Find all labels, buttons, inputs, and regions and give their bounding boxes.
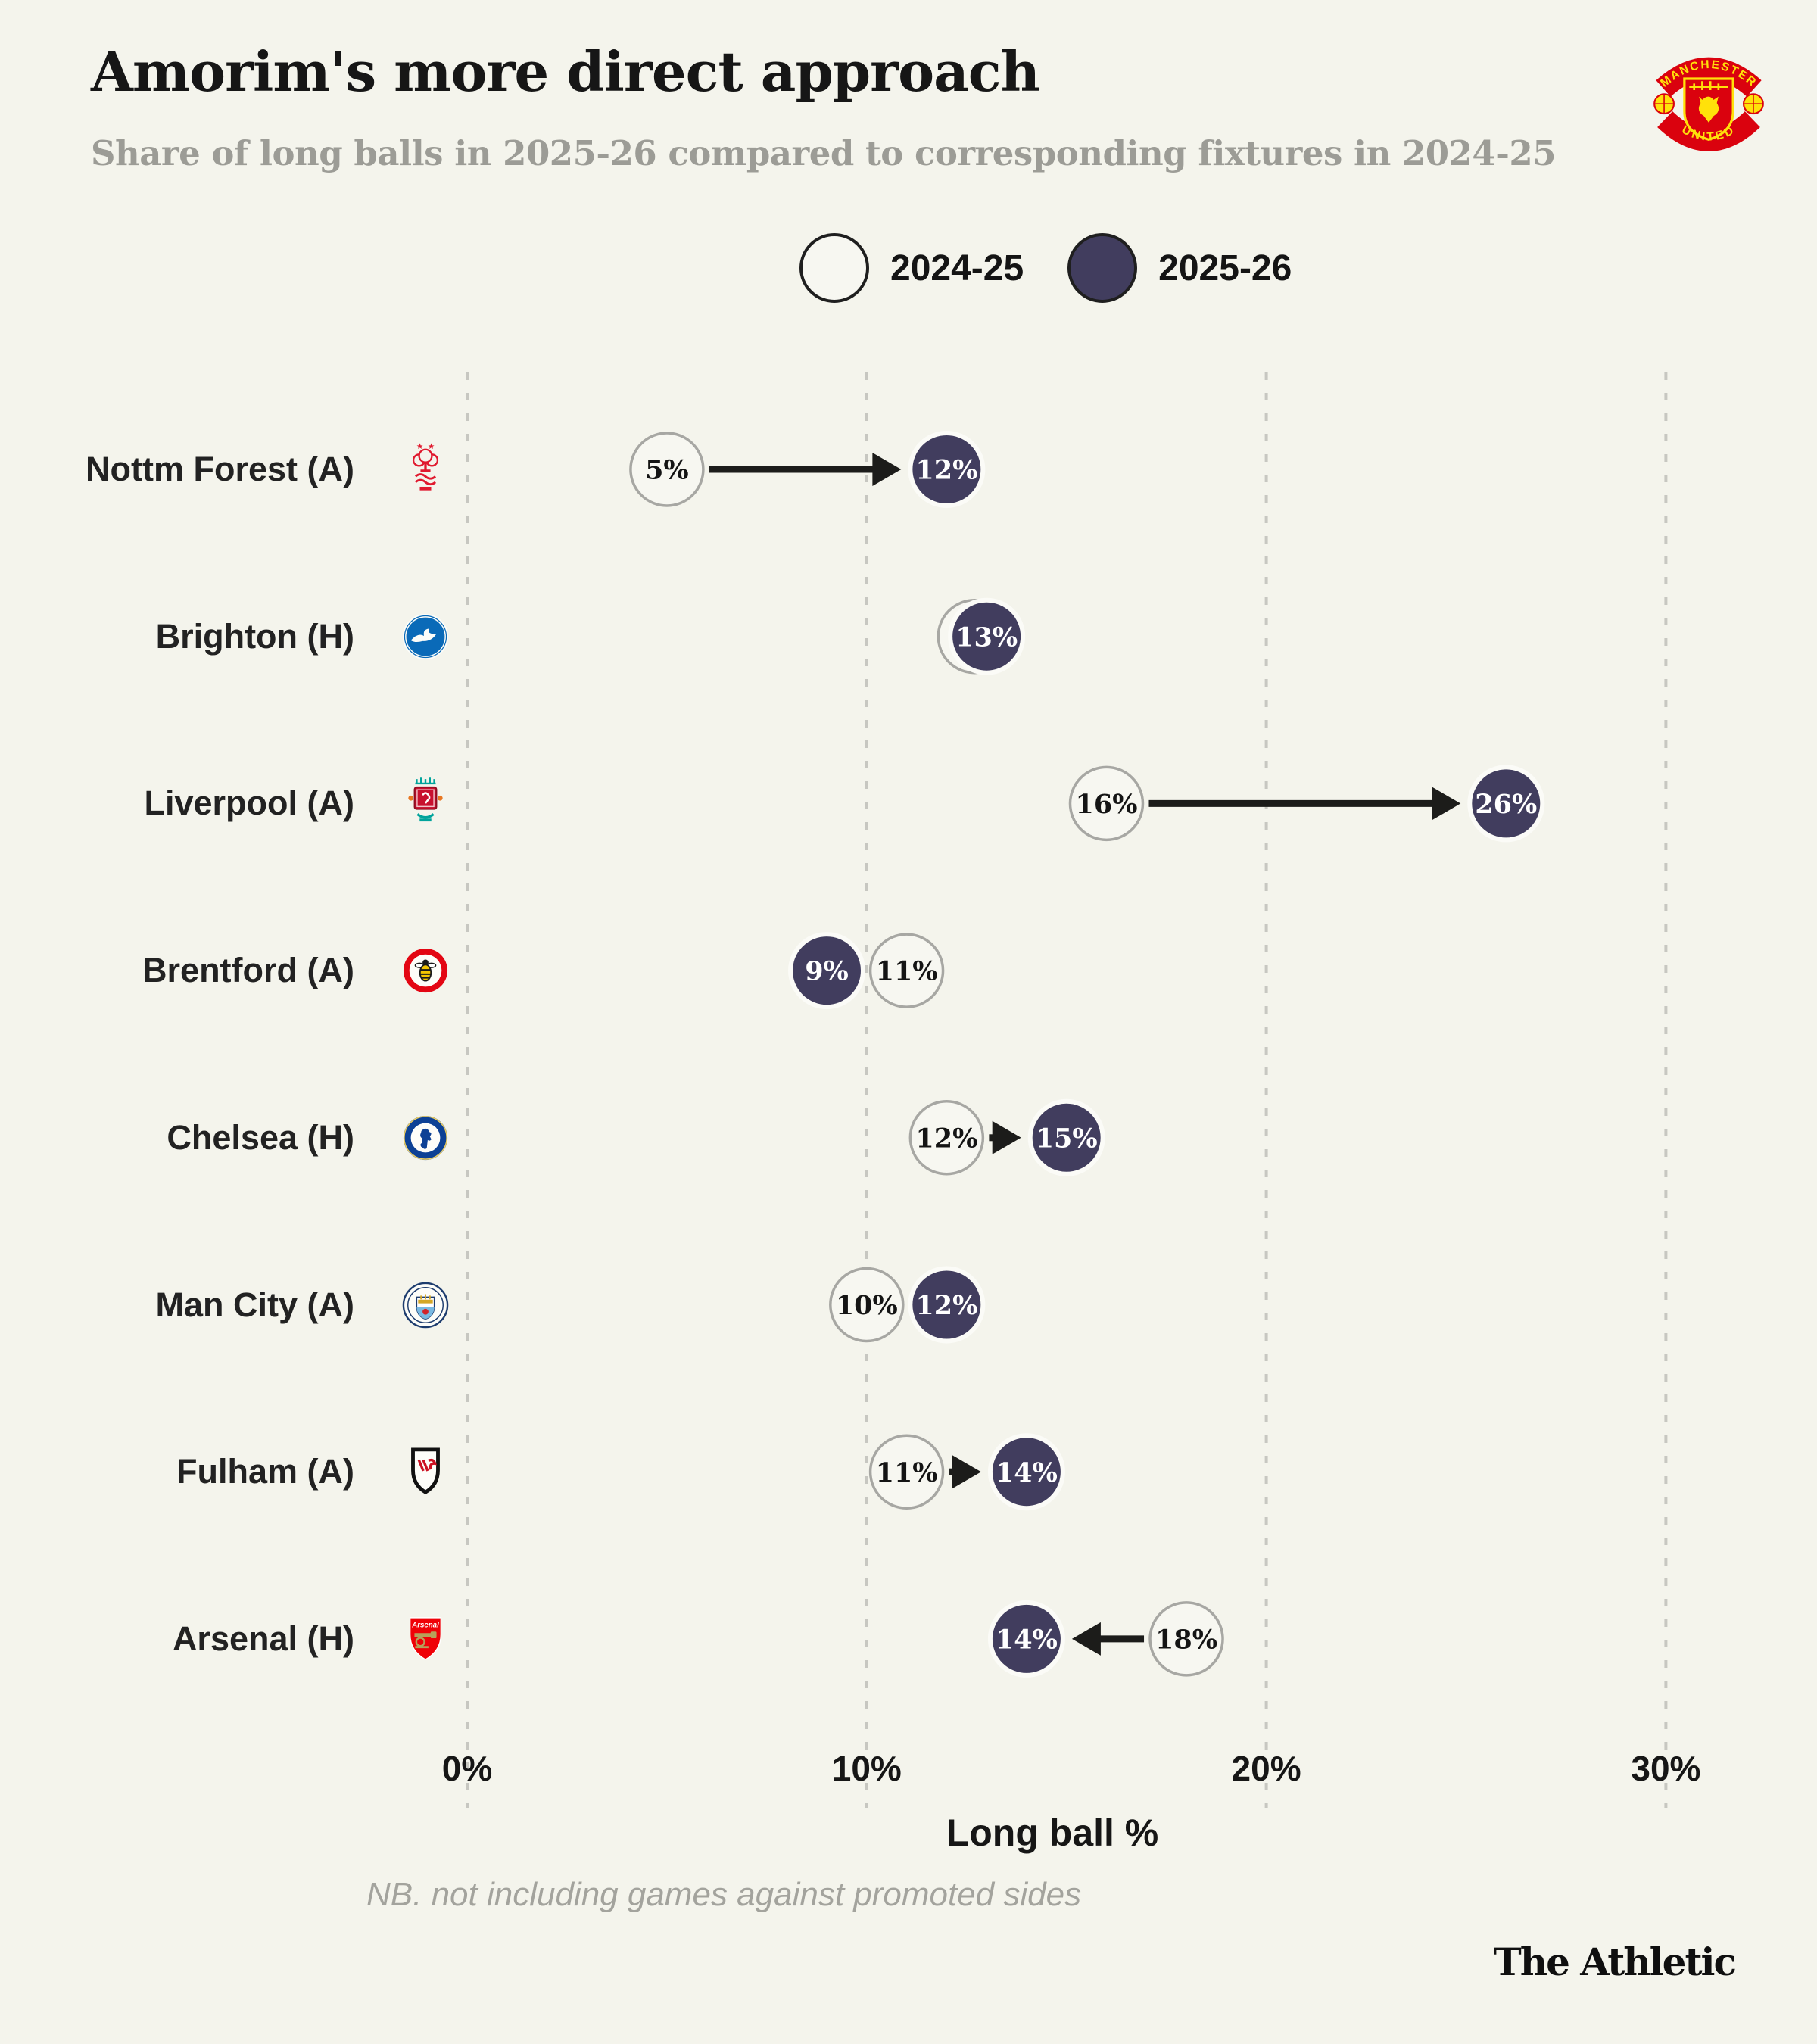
team-label: Arsenal (H) [172,1619,354,1658]
x-tick-label: 10% [832,1749,902,1788]
legend-item-2025-26: 2025-26 [1067,233,1292,303]
brentford-badge-icon [402,947,449,994]
value-label-2025-26: 14% [996,1457,1058,1488]
value-label-2025-26: 12% [915,1290,977,1321]
x-tick-label: 30% [1631,1749,1700,1788]
x-tick-label: 0% [442,1749,492,1788]
man-city-badge-icon [402,1282,449,1329]
page-title: Amorim's more direct approach [91,39,1040,104]
value-label-2024-25: 12% [915,1123,977,1154]
circle-2024-25 [829,1267,905,1343]
circle-2024-25 [868,933,945,1008]
liverpool-badge-icon [405,776,446,830]
change-arrow-head [1432,787,1461,821]
legend-label: 2024-25 [890,248,1024,288]
circle-2025-26 [987,1600,1065,1678]
legend-item-2024-25: 2024-25 [799,233,1024,303]
circle-2025-26 [788,932,866,1010]
team-label: Chelsea (H) [167,1117,354,1157]
team-label: Liverpool (A) [144,784,355,823]
svg-text:★: ★ [416,443,423,451]
value-label-2024-25: 18% [1155,1625,1217,1656]
chelsea-badge-icon [402,1114,449,1161]
x-tick-label: 20% [1232,1749,1301,1788]
value-label-2025-26: 26% [1475,789,1537,820]
change-arrow-head [1071,1622,1101,1656]
team-label: Fulham (A) [176,1452,354,1491]
legend-label: 2025-26 [1158,248,1292,288]
circle-2025-26 [1467,765,1545,843]
value-label-2024-25: 10% [836,1290,898,1321]
value-label-2025-26: 12% [915,455,977,486]
page-subtitle: Share of long balls in 2025-26 compared … [91,133,1557,173]
fulham-badge-icon [407,1447,444,1497]
legend-open-circle-icon [799,233,869,303]
the-athletic-logo: The Athletic [1493,1940,1737,1984]
footnote: NB. not including games against promoted… [366,1876,1082,1913]
circle-2024-25 [1148,1601,1224,1677]
circle-2024-25 [868,1434,945,1510]
nottingham-forest-badge-icon: ★ ★ [403,440,448,499]
team-label: Brighton (H) [155,616,354,656]
team-label: Man City (A) [155,1285,355,1324]
value-label-2024-25: 16% [1075,789,1137,820]
value-label-2024-25: 11% [876,1457,938,1488]
circle-2025-26 [908,1266,986,1344]
team-label: Brentford (A) [142,951,354,990]
change-arrow-head [872,453,902,486]
circle-2024-25 [908,1100,985,1176]
value-label-2024-25: 11% [876,956,938,987]
circle-2024-25 [629,432,705,507]
circle-2025-26 [908,431,986,508]
circle-2025-26 [1027,1098,1105,1176]
value-label-2025-26: 13% [955,622,1018,653]
circle-2025-26 [948,597,1026,675]
brighton-badge-icon [402,613,449,660]
value-label-2024-25: 5% [645,455,689,486]
value-label-2025-26: 14% [996,1625,1058,1656]
x-axis-title: Long ball % [946,1812,1159,1854]
circle-2024-25 [1068,765,1145,842]
svg-text:★: ★ [428,443,435,451]
legend-filled-circle-icon [1067,233,1138,303]
team-label: Nottm Forest (A) [86,450,354,488]
value-label-2025-26: 9% [805,956,849,987]
arsenal-badge-icon: Arsenal [406,1614,445,1664]
change-arrow-head [992,1120,1021,1154]
manchester-united-crest-icon: MANCHESTER UNITED [1652,44,1766,159]
svg-text:Arsenal: Arsenal [411,1621,439,1629]
legend: 2024-25 2025-26 [799,229,1292,307]
circle-2025-26 [987,1433,1065,1511]
value-label-2025-26: 15% [1036,1123,1098,1154]
change-arrow-head [952,1455,981,1489]
